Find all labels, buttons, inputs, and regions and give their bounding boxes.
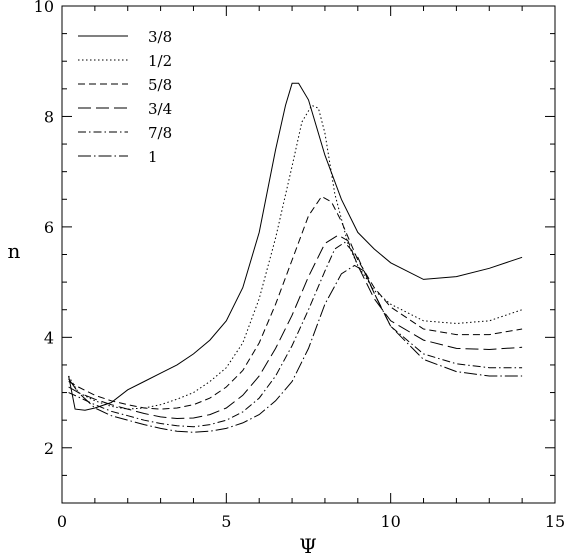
plot-frame [61, 5, 556, 504]
legend: 3/8 1/2 5/8 3/4 7/8 1 [78, 28, 172, 166]
y-tick-label: 6 [44, 218, 54, 237]
legend-label: 5/8 [148, 76, 172, 94]
series-lines [68, 82, 523, 433]
series-line [68, 195, 523, 410]
legend-label: 3/8 [148, 28, 172, 46]
series-line [68, 234, 523, 420]
axis-ticks [61, 5, 556, 504]
y-tick-label: 8 [44, 107, 54, 126]
y-axis-label: n [8, 239, 21, 263]
legend-label: 1 [148, 148, 158, 166]
legend-label: 7/8 [148, 124, 172, 142]
x-axis-label: Ψ [299, 534, 317, 558]
series-line [68, 241, 523, 428]
series-line [68, 82, 523, 411]
series-line [68, 264, 523, 433]
x-tick-label: 10 [380, 512, 400, 531]
x-tick-label: 15 [545, 512, 565, 531]
legend-label: 3/4 [148, 100, 172, 118]
y-tick-label: 10 [34, 0, 54, 16]
x-tick-label: 5 [221, 512, 231, 531]
y-tick-label: 2 [44, 439, 54, 458]
tick-labels: 0 5 10 15 2 4 6 8 10 [34, 0, 566, 531]
legend-label: 1/2 [148, 52, 172, 70]
x-tick-label: 0 [57, 512, 67, 531]
y-tick-label: 4 [44, 328, 54, 347]
